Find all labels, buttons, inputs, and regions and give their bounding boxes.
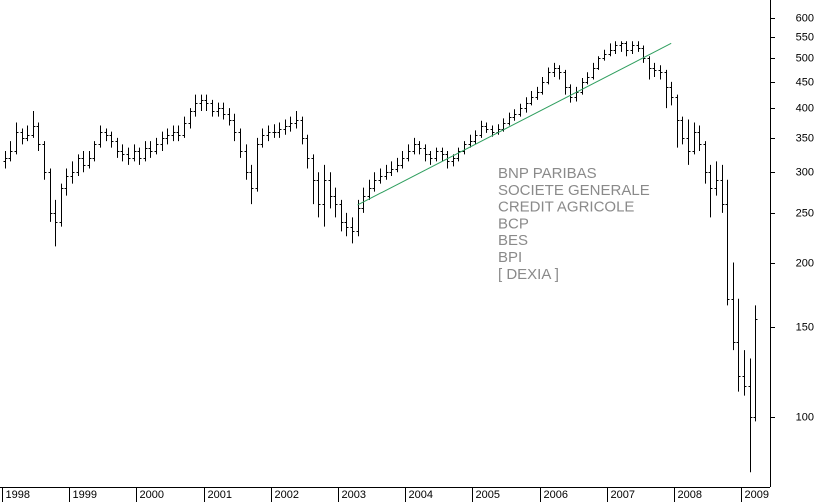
x-tick-label: 2009 xyxy=(745,489,769,501)
x-tick-label: 2002 xyxy=(275,489,299,501)
y-tick-label: 250 xyxy=(796,207,814,219)
y-tick-label: 550 xyxy=(796,31,814,43)
y-tick-label: 450 xyxy=(796,76,814,88)
x-tick-label: 1998 xyxy=(6,489,30,501)
y-tick-label: 500 xyxy=(796,52,814,64)
x-tick-label: 2003 xyxy=(342,489,366,501)
y-tick-label: 200 xyxy=(796,257,814,269)
annotation: BNP PARIBAS xyxy=(498,165,597,182)
x-tick-label: 2001 xyxy=(208,489,232,501)
y-tick-label: 350 xyxy=(796,132,814,144)
annotation: BPI xyxy=(498,249,522,266)
x-tick-label: 2005 xyxy=(476,489,500,501)
x-tick-label: 1999 xyxy=(73,489,97,501)
annotation: CREDIT AGRICOLE xyxy=(498,199,634,216)
x-tick-label: 2004 xyxy=(409,489,433,501)
annotation: BES xyxy=(498,232,528,249)
x-tick-label: 2007 xyxy=(611,489,635,501)
y-tick-label: 600 xyxy=(796,12,814,24)
y-tick-label: 300 xyxy=(796,166,814,178)
annotation: [ DEXIA ] xyxy=(498,266,559,283)
y-tick-label: 400 xyxy=(796,102,814,114)
annotation: BCP xyxy=(498,215,529,232)
y-tick-label: 150 xyxy=(796,321,814,333)
y-tick-label: 100 xyxy=(796,411,814,423)
x-tick-label: 2008 xyxy=(678,489,702,501)
annotation: SOCIETE GENERALE xyxy=(498,182,650,199)
x-tick-label: 2000 xyxy=(140,489,164,501)
x-tick-label: 2006 xyxy=(544,489,568,501)
trend-line xyxy=(357,42,672,206)
